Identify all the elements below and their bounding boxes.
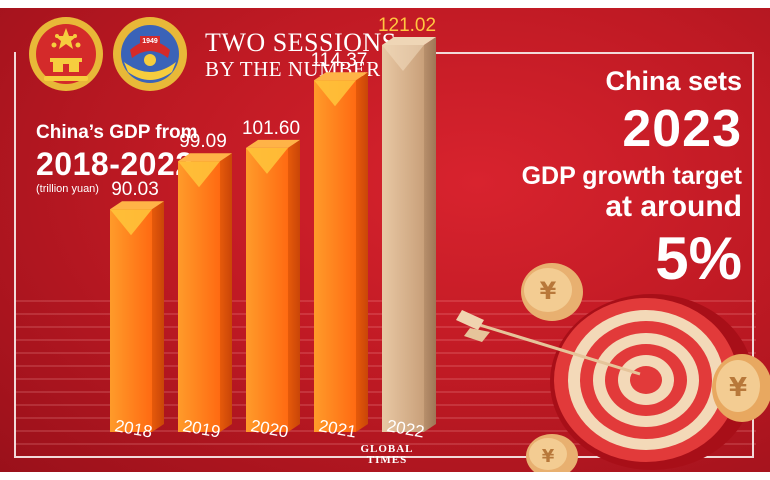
bottom-border	[0, 472, 770, 480]
bar-2018	[110, 201, 164, 432]
bar-chevron	[178, 161, 220, 188]
bar-chevron	[246, 147, 288, 174]
logo-line1: GLOBAL	[360, 443, 414, 455]
target-line3: GDP growth target	[521, 162, 742, 190]
target-illustration: ¥ ¥ ¥	[456, 263, 770, 472]
bar-chevron	[110, 209, 152, 236]
cppcc-emblem-icon: 1949	[113, 17, 187, 91]
svg-text:¥: ¥	[540, 277, 557, 305]
target-line1: China sets	[605, 66, 742, 96]
dartboard-icon	[550, 294, 754, 470]
frame-line-right	[752, 52, 754, 458]
bar-top	[178, 153, 232, 162]
bar-top	[314, 72, 368, 81]
bar-2020	[246, 139, 300, 433]
bar-front	[246, 147, 288, 433]
svg-text:¥: ¥	[542, 446, 555, 467]
target-year: 2023	[622, 100, 742, 158]
global-times-logo: GLOBAL TIMES	[352, 444, 422, 466]
coin-bottom-icon: ¥	[526, 434, 578, 472]
svg-text:¥: ¥	[729, 373, 747, 403]
bar-front	[110, 209, 152, 432]
bar-top	[382, 36, 436, 45]
national-emblem-icon	[29, 17, 103, 91]
top-border	[0, 0, 770, 8]
bar-value-label: 101.60	[242, 118, 300, 139]
bar-side	[356, 72, 368, 432]
bar-side	[152, 201, 164, 432]
bar-top	[246, 139, 300, 148]
frame-line-left	[14, 52, 16, 456]
frame-line-bottom	[14, 456, 754, 458]
chart-unit-label: (trillion yuan)	[36, 183, 99, 195]
chart-title-line2: 2018-2022	[36, 146, 194, 182]
bar-side	[424, 36, 436, 433]
coin-right-icon: ¥	[712, 354, 770, 422]
bar-front	[178, 161, 220, 432]
header-title: TWO SESSIONS	[205, 28, 397, 57]
arrow-icon	[456, 310, 641, 376]
bar-front	[382, 44, 424, 433]
bar-chevron	[314, 80, 356, 107]
bar-side	[220, 153, 232, 432]
bar-value-label: 121.02	[378, 15, 436, 36]
bar-value-label: 99.09	[179, 131, 227, 152]
bar-top	[110, 201, 164, 210]
bar-2022	[382, 36, 436, 433]
bar-2019	[178, 153, 232, 432]
bar-value-label: 114.37	[311, 50, 368, 71]
frame-line-top	[430, 52, 754, 54]
bar-2021	[314, 72, 368, 432]
bar-chevron	[382, 44, 424, 71]
logo-line2: TIMES	[366, 454, 408, 466]
target-line4: at around	[605, 190, 742, 223]
target-value: 5%	[655, 225, 742, 292]
bar-value-label: 90.03	[111, 179, 159, 200]
emblem-year: 1949	[142, 38, 158, 45]
bar-front	[314, 80, 356, 432]
chart-title-line1: China’s GDP from	[36, 122, 198, 143]
bar-side	[288, 139, 300, 433]
coin-top-icon: ¥	[521, 263, 583, 321]
